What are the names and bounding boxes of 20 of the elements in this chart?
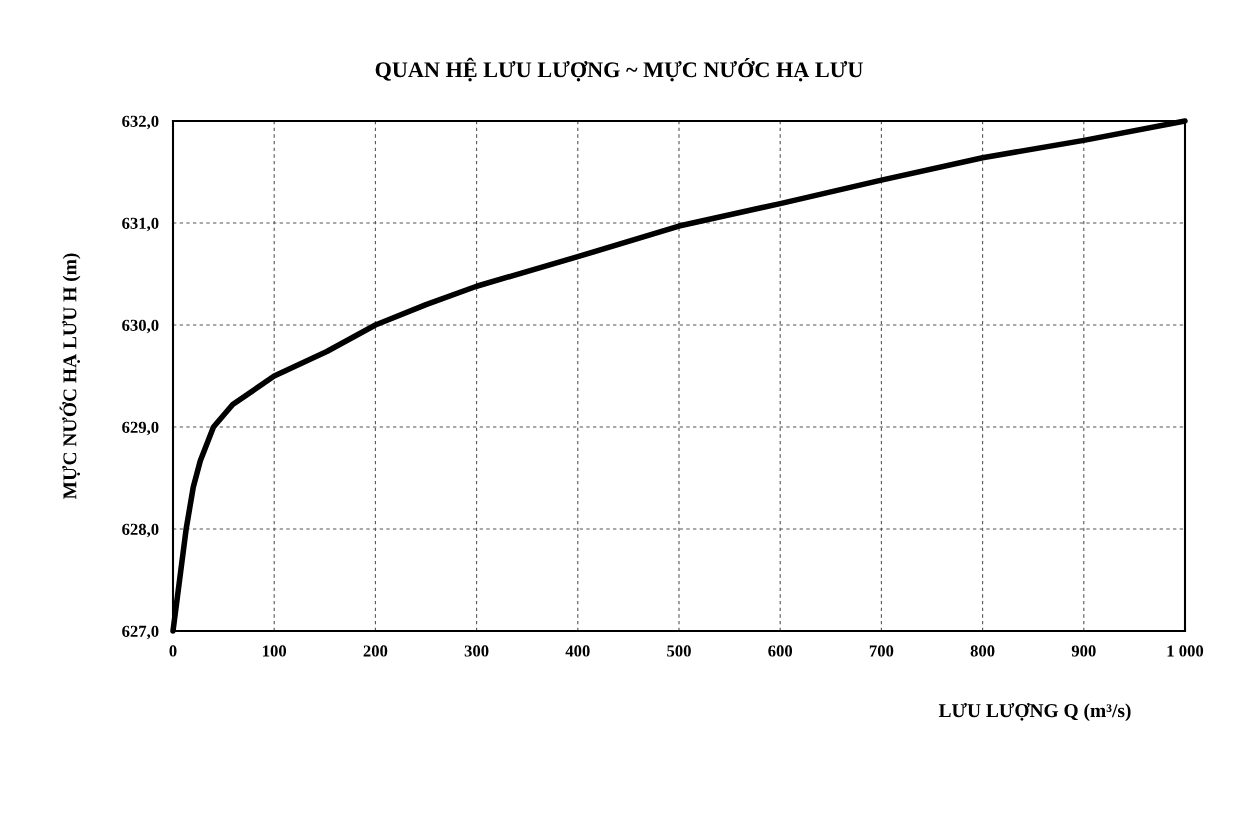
x-axis-title: LƯU LƯỢNG Q (m³/s) [938, 702, 1131, 722]
y-tick-label: 630,0 [122, 319, 159, 334]
x-tick-label: 800 [970, 645, 995, 657]
x-tick-label: 400 [565, 645, 590, 657]
x-tick-label: 200 [363, 645, 388, 657]
y-tick-label: 629,0 [122, 421, 159, 436]
y-axis-title: MỰC NƯỚC HẠ LƯU H (m) [59, 253, 81, 500]
x-tick-label: 600 [768, 645, 793, 657]
x-tick-label: 900 [1071, 645, 1096, 657]
x-tick-label: 0 [169, 645, 177, 657]
x-tick-label: 500 [667, 645, 691, 657]
x-tick-label: 1 000 [1167, 645, 1204, 657]
x-tick-label: 700 [869, 645, 894, 657]
x-tick-label: 300 [464, 645, 489, 657]
y-tick-label: 632,0 [122, 115, 159, 130]
y-tick-label: 631,0 [122, 217, 159, 232]
chart-title: QUAN HỆ LƯU LƯỢNG ~ MỰC NƯỚC HẠ LƯU [375, 57, 863, 82]
x-tick-label: 100 [263, 645, 287, 657]
y-tick-label: 627,0 [122, 625, 159, 640]
y-tick-label: 628,0 [122, 523, 159, 538]
